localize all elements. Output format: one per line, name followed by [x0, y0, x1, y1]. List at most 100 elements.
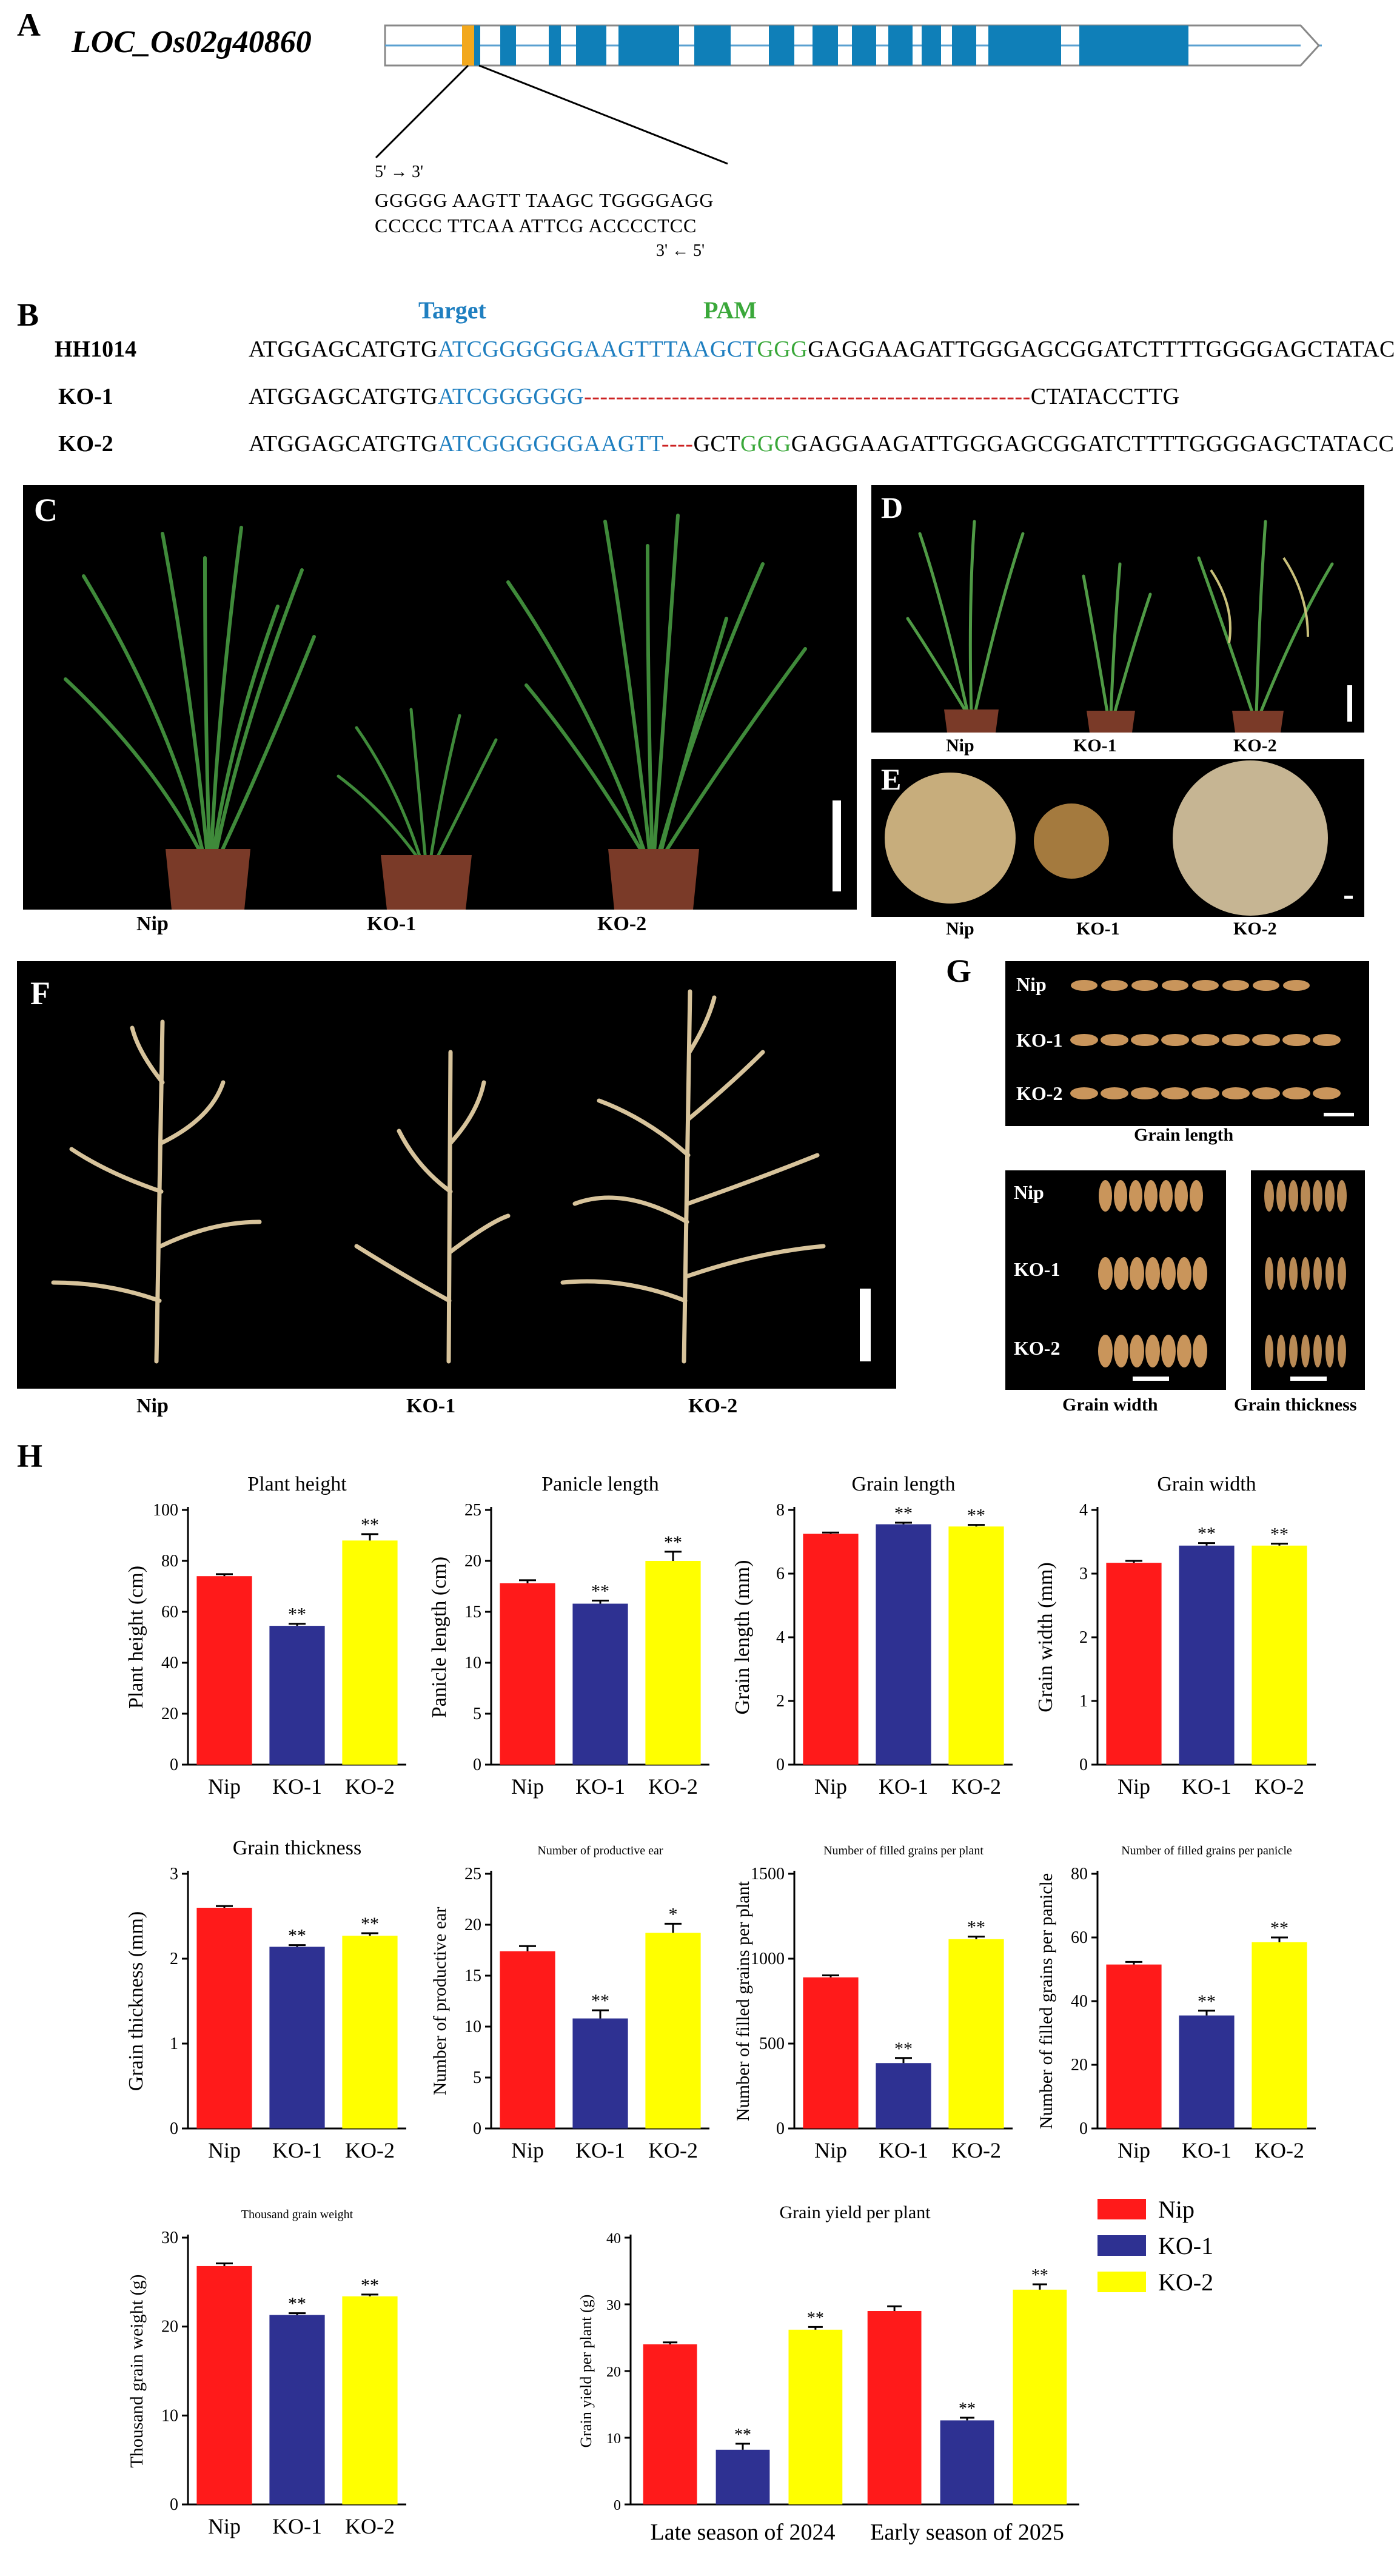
panicles-f [51, 989, 871, 1364]
photo-panel-f: F [17, 961, 896, 1389]
y-tick-label: 20 [161, 1705, 178, 1723]
y-axis-label: Grain length (mm) [731, 1560, 754, 1715]
y-tick-label: 0 [614, 2498, 621, 2514]
caption-grain-width: Grain width [1062, 1395, 1158, 1415]
x-tick-label: Early season of 2025 [870, 2520, 1064, 2545]
target-label: Target [418, 297, 486, 324]
significance-label: ** [1198, 1991, 1216, 2011]
x-tick-label: KO-1 [575, 2138, 625, 2162]
exon-8 [813, 25, 838, 65]
chart-thousand-grain-weight: Thousand grain weight 0 10 20 30 Thousand gra… [127, 2208, 406, 2538]
chart-panicle-length: Panicle length 0 5 10 15 20 25 Panicle length (… [428, 1473, 709, 1799]
x-tick-label: KO-2 [648, 2138, 698, 2162]
y-tick-label: 40 [606, 2231, 621, 2247]
grain-width-row-ko2: KO-2 [1014, 1337, 1061, 1359]
exon-12 [952, 25, 976, 65]
y-axis-label: Number of filled grains per plant [733, 1880, 753, 2121]
exon-1b [474, 25, 480, 65]
bar-nip [803, 1534, 859, 1765]
chart-title: Number of filled grains per plant [823, 1844, 984, 1857]
y-tick-label: 2 [776, 1692, 785, 1711]
y-axis-label: Grain yield per plant (g) [577, 2295, 595, 2448]
exon-3 [549, 25, 561, 65]
significance-label: ** [361, 1515, 379, 1535]
x-tick-label: KO-2 [345, 1774, 395, 1799]
panel-letter-c: C [34, 492, 58, 528]
sequence-row-ko1: ATGGAGCATGTGATCGGGGGG-------------------… [249, 384, 1180, 409]
exon-5 [618, 25, 679, 65]
legend-label-ko2: KO-2 [1158, 2269, 1214, 2296]
panel-letter-f: F [30, 975, 50, 1011]
y-tick-label: 15 [464, 1603, 481, 1622]
bar-nip [196, 2266, 252, 2504]
sequence-row-ko2: ATGGAGCATGTGATCGGGGGGAAGTT----GCTGGGGAGG… [249, 431, 1394, 457]
caption-grain-thickness: Grain thickness [1234, 1395, 1357, 1415]
significance-label: ** [967, 1917, 985, 1937]
significance-label: ** [894, 2039, 913, 2059]
gene-name: LOC_Os02g40860 [72, 25, 312, 59]
y-tick-label: 1 [1079, 1692, 1088, 1711]
grain-length-row-ko1: KO-1 [1016, 1029, 1063, 1051]
x-tick-label: KO-1 [1182, 1774, 1231, 1799]
significance-label: ** [591, 1991, 609, 2011]
exon-4 [576, 25, 606, 65]
chart-title: Grain width [1157, 1473, 1256, 1495]
bar-ko-2 [645, 1933, 701, 2128]
bar-nip [867, 2311, 922, 2504]
bar-nip [1106, 1563, 1162, 1765]
bar-ko-1 [876, 2063, 931, 2128]
x-tick-label: KO-1 [272, 1774, 322, 1799]
y-tick-label: 20 [464, 1916, 481, 1934]
top-strand-sequence: GGGGG AAGTT TAAGC TGGGGAGG [375, 189, 714, 211]
y-tick-label: 0 [776, 2119, 785, 2138]
caption-e-ko1: KO-1 [1076, 919, 1120, 939]
scale-bar [1347, 685, 1352, 722]
y-tick-label: 10 [464, 1654, 481, 1672]
exon-14 [1079, 25, 1188, 65]
legend-swatch-ko2 [1097, 2272, 1146, 2292]
x-tick-label: Nip [1118, 2138, 1150, 2162]
grain-length-row-ko2: KO-2 [1016, 1082, 1063, 1104]
chart-title: Grain thickness [233, 1837, 361, 1859]
y-tick-label: 25 [464, 1501, 481, 1520]
exon-13 [988, 25, 1061, 65]
scale-bar [1133, 1377, 1169, 1381]
y-tick-label: 0 [1079, 1756, 1088, 1774]
bar-ko-2 [1013, 2289, 1067, 2504]
x-tick-label: KO-1 [879, 1774, 928, 1799]
y-tick-label: 8 [776, 1501, 785, 1520]
panel-letter-g: G [946, 953, 972, 989]
y-tick-label: 60 [1071, 1928, 1088, 1947]
legend-swatch-nip [1097, 2199, 1146, 2219]
chart-grains-per-plant: Number of filled grains per plant 0 500 100… [733, 1844, 1013, 2162]
grain-width-grains [1098, 1180, 1207, 1381]
y-tick-label: 10 [464, 2018, 481, 2036]
exon-6 [694, 25, 731, 65]
significance-label: ** [288, 2294, 306, 2314]
sequence-row-hh1014: ATGGAGCATGTGATCGGGGGGAAGTTTAAGCTGGGGAGGA… [249, 337, 1394, 362]
photo-grain-thickness [1251, 1170, 1365, 1390]
bar-ko-2 [645, 1561, 701, 1765]
grain-piles-e [885, 760, 1353, 916]
y-tick-label: 4 [776, 1628, 785, 1647]
scale-bar [1290, 1377, 1327, 1381]
caption-f-ko1: KO-1 [406, 1395, 456, 1417]
bar-nip [196, 1576, 252, 1765]
bar-ko-1 [572, 2018, 628, 2128]
y-tick-label: 6 [776, 1565, 785, 1583]
y-tick-label: 60 [161, 1603, 178, 1622]
chart-grain-length: Grain length 0 2 4 6 8 Grain length (mm) Nip ** K… [731, 1473, 1013, 1799]
x-tick-label: KO-1 [1182, 2138, 1231, 2162]
bar-nip [500, 1583, 555, 1765]
photo-panel-e: E [871, 759, 1364, 917]
panel-letter-a: A [17, 7, 41, 43]
target-site [462, 25, 474, 65]
y-tick-label: 20 [464, 1552, 481, 1571]
legend-label-nip: Nip [1158, 2196, 1195, 2223]
y-tick-label: 1 [170, 2034, 178, 2053]
chart-grains-per-panicle: Number of filled grains per panicle 0 20 40… [1036, 1844, 1316, 2162]
significance-label: ** [807, 2309, 824, 2327]
bar-ko-1 [572, 1603, 628, 1765]
y-tick-label: 5 [473, 1705, 481, 1723]
y-tick-label: 80 [1071, 1865, 1088, 1883]
